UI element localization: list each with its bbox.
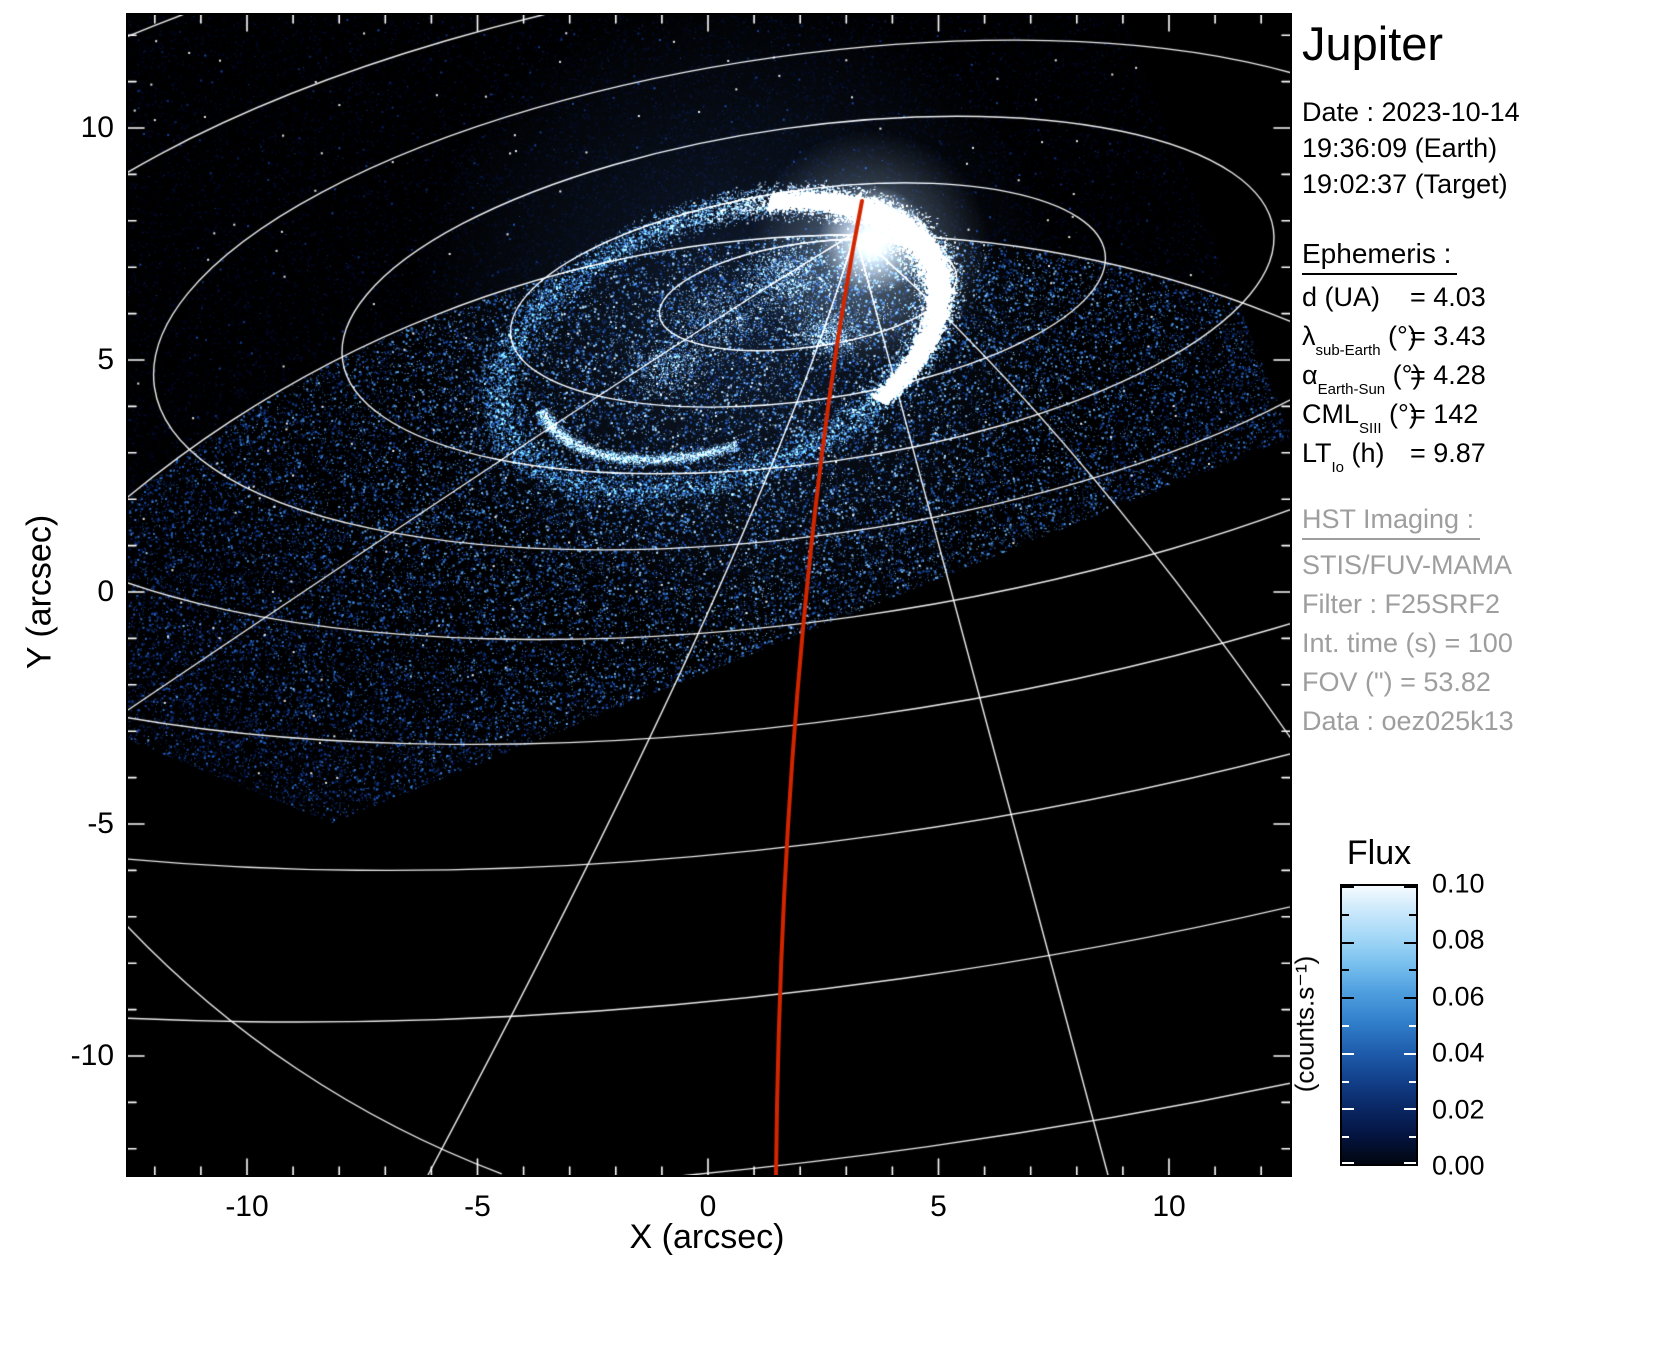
colorbar-tick-mark: [1404, 1052, 1416, 1055]
x-tick-label: -10: [225, 1190, 269, 1223]
colorbar-tick-mark: [1409, 1080, 1416, 1083]
ephemeris-row: λsub-Earth (°) = 3.43: [1302, 321, 1486, 360]
ephemeris-label: αEarth-Sun (°): [1302, 360, 1422, 399]
ephemeris-value: = 4.28: [1410, 360, 1486, 390]
colorbar-tick-mark: [1404, 1162, 1416, 1164]
hst-info-line: Filter : F25SRF2: [1302, 589, 1501, 619]
colorbar-tick-mark: [1409, 969, 1416, 972]
ephemeris-row: CMLSIII (°) = 142: [1302, 399, 1486, 438]
colorbar-tick-mark: [1409, 1025, 1416, 1027]
x-tick-label: -5: [464, 1190, 491, 1223]
colorbar-tick-mark: [1342, 1025, 1349, 1027]
colorbar-tick-mark: [1404, 886, 1416, 888]
colorbar-tick-mark: [1409, 913, 1416, 916]
colorbar-tick-label: 0.08: [1432, 924, 1485, 955]
colorbar-title: Flux: [1346, 834, 1412, 872]
colorbar-tick-mark: [1342, 997, 1354, 1000]
colorbar-tick-mark: [1342, 913, 1349, 916]
y-tick-label: 5: [97, 343, 114, 376]
y-axis-label: Y (arcsec): [20, 514, 59, 670]
colorbar-tick-mark: [1342, 1136, 1349, 1139]
colorbar-tick-label: 0.00: [1432, 1150, 1485, 1181]
target-title: Jupiter: [1302, 17, 1444, 70]
colorbar-tick-mark: [1404, 997, 1416, 1000]
x-tick-label: 10: [1152, 1190, 1186, 1223]
hst-info-line: STIS/FUV-MAMA: [1302, 550, 1513, 580]
aurora-image-canvas: [128, 15, 1290, 1175]
ephemeris-value: = 142: [1410, 399, 1479, 429]
colorbar-tick-mark: [1342, 1080, 1349, 1083]
x-tick-label: 0: [699, 1190, 717, 1223]
colorbar-tick-label: 0.06: [1432, 981, 1485, 1012]
date-line: Date : 2023-10-14: [1302, 97, 1520, 127]
x-tick-label: 5: [930, 1190, 947, 1223]
ephemeris-label: CMLSIII (°): [1302, 399, 1418, 438]
colorbar-tick-label: 0.04: [1432, 1037, 1485, 1068]
x-axis-label: X (arcsec): [629, 1218, 785, 1256]
ephemeris-value: = 9.87: [1410, 438, 1486, 468]
colorbar-tick-mark: [1342, 1052, 1354, 1055]
y-tick-label: 10: [80, 111, 114, 144]
ephemeris-heading: Ephemeris :: [1302, 238, 1458, 275]
hst-info-line: FOV (") = 53.82: [1302, 667, 1491, 697]
colorbar-tick-mark: [1342, 969, 1349, 972]
date-line: 19:02:37 (Target): [1302, 169, 1508, 199]
colorbar-tick-label: 0.10: [1432, 868, 1485, 899]
ephemeris-label: LTIo (h): [1302, 438, 1385, 477]
colorbar-unit-label: (counts.s⁻¹): [1289, 955, 1320, 1093]
hst-info-line: Int. time (s) = 100: [1302, 628, 1513, 658]
ephemeris-row: αEarth-Sun (°) = 4.28: [1302, 360, 1486, 399]
date-line: 19:36:09 (Earth): [1302, 133, 1498, 163]
y-tick-label: 0: [97, 575, 114, 608]
date-block: Date : 2023-10-14 19:36:09 (Earth) 19:02:3…: [1302, 94, 1520, 202]
ephemeris-label: λsub-Earth (°): [1302, 321, 1417, 360]
colorbar-tick-mark: [1409, 1136, 1416, 1139]
colorbar-tick-mark: [1342, 1108, 1354, 1111]
ephemeris-row: LTIo (h) = 9.87: [1302, 438, 1486, 477]
colorbar-tick-mark: [1404, 941, 1416, 944]
hst-imaging-block: STIS/FUV-MAMA Filter : F25SRF2 Int. time (…: [1302, 546, 1514, 741]
colorbar-tick-label: 0.02: [1432, 1094, 1485, 1125]
ephemeris-table: d (UA) = 4.03 λsub-Earth (°) = 3.43 αEarth-S…: [1302, 282, 1486, 477]
y-tick-label: -10: [70, 1039, 114, 1072]
ephemeris-row: d (UA) = 4.03: [1302, 282, 1486, 321]
colorbar-tick-mark: [1342, 941, 1354, 944]
ephemeris-value: = 4.03: [1410, 282, 1486, 312]
colorbar: [1340, 884, 1418, 1166]
plot-area: [126, 13, 1292, 1177]
hst-info-line: Data : oez025k13: [1302, 706, 1514, 736]
y-tick-label: -5: [87, 807, 114, 840]
colorbar-tick-mark: [1342, 886, 1354, 888]
hst-imaging-heading: HST Imaging :: [1302, 504, 1481, 540]
ephemeris-label: d (UA): [1302, 282, 1381, 312]
colorbar-tick-mark: [1342, 1162, 1354, 1164]
ephemeris-value: = 3.43: [1410, 321, 1486, 351]
colorbar-tick-mark: [1404, 1108, 1416, 1111]
